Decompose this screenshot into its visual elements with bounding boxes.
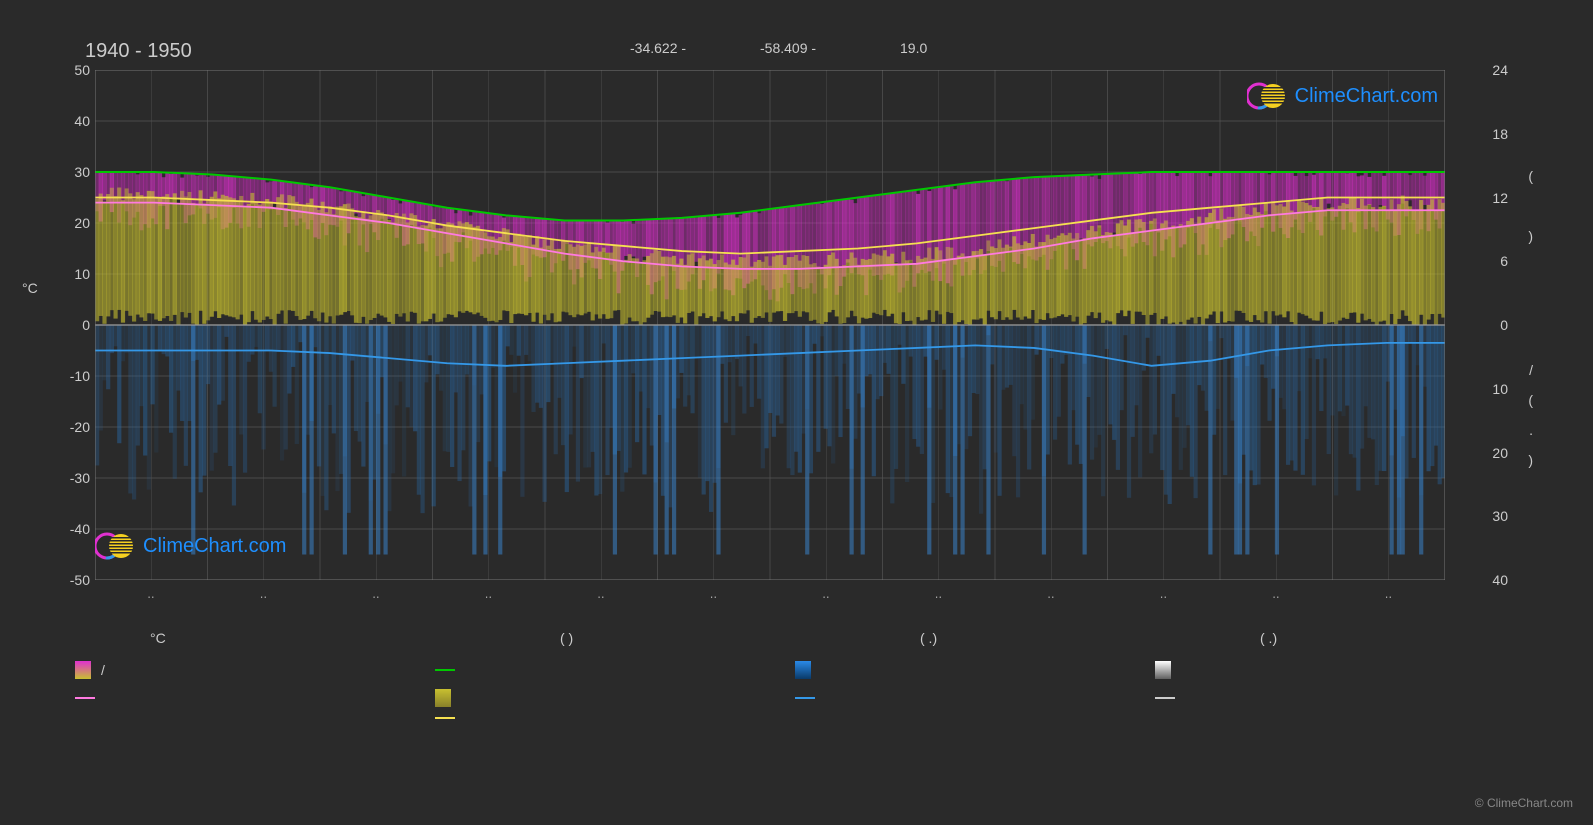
- y-right-label: (: [1528, 168, 1533, 184]
- x-month-tick: ‥: [372, 588, 379, 601]
- x-month-tick: ‥: [485, 588, 492, 601]
- legend-item: /: [75, 661, 435, 679]
- x-month-tick: ‥: [1047, 588, 1054, 601]
- watermark-top: ClimeChart.com: [1247, 80, 1438, 112]
- legend-swatch: [1155, 697, 1175, 699]
- legend-swatch: [795, 697, 815, 699]
- y-right-top-tick: 0: [1468, 317, 1508, 333]
- legend-header-3: ( .): [815, 630, 1175, 646]
- y-right-bottom-tick: 40: [1468, 572, 1508, 588]
- legend-swatch: [435, 669, 455, 671]
- y-left-tick: 0: [50, 317, 90, 333]
- y-left-tick: -30: [50, 470, 90, 486]
- y-left-tick: -40: [50, 521, 90, 537]
- legend-item: [1155, 661, 1515, 679]
- y-right-top-tick: 6: [1468, 253, 1508, 269]
- legend-item: [435, 661, 795, 679]
- y-left-unit: °C: [22, 280, 38, 296]
- legend-header-4: ( .): [1175, 630, 1515, 646]
- legend-item: [435, 689, 795, 707]
- legend-item: [795, 689, 1155, 707]
- legend-item: [795, 717, 1155, 719]
- y-right-label: .: [1529, 422, 1533, 438]
- legend-swatch: [1155, 661, 1171, 679]
- y-right-label: ): [1528, 228, 1533, 244]
- x-month-tick: ‥: [935, 588, 942, 601]
- y-right-top-tick: 12: [1468, 190, 1508, 206]
- x-month-tick: ‥: [822, 588, 829, 601]
- y-left-tick: -20: [50, 419, 90, 435]
- altitude-label: 19.0: [900, 40, 927, 56]
- x-month-tick: ‥: [710, 588, 717, 601]
- legend-item: [435, 717, 795, 719]
- x-month-tick: ‥: [597, 588, 604, 601]
- legend-swatch: [75, 697, 95, 699]
- logo-icon: [95, 530, 135, 562]
- chart-year-range: 1940 - 1950: [85, 40, 192, 63]
- legend-swatch: [75, 661, 91, 679]
- legend-swatch: [435, 689, 451, 707]
- y-left-tick: 20: [50, 215, 90, 231]
- y-right-bottom-tick: 10: [1468, 381, 1508, 397]
- logo-icon: [1247, 80, 1287, 112]
- y-left-tick: -50: [50, 572, 90, 588]
- latitude-label: -34.622 -: [630, 40, 686, 56]
- legend-item: [75, 717, 435, 719]
- watermark-text: ClimeChart.com: [143, 535, 286, 558]
- chart-svg: [95, 70, 1445, 580]
- legend-swatch: [795, 661, 811, 679]
- legend-headers: °C ( ) ( .) ( .): [75, 630, 1515, 646]
- y-right-label: ): [1528, 452, 1533, 468]
- legend-item: [795, 661, 1155, 679]
- y-left-tick: 30: [50, 164, 90, 180]
- x-month-tick: ‥: [1272, 588, 1279, 601]
- watermark-text: ClimeChart.com: [1295, 85, 1438, 108]
- y-left-tick: 10: [50, 266, 90, 282]
- legend-item: [75, 689, 435, 707]
- legend-item: [1155, 689, 1515, 707]
- legend-swatch: [435, 717, 455, 719]
- legend-label: /: [101, 662, 105, 678]
- copyright-text: © ClimeChart.com: [1475, 796, 1573, 810]
- y-left-tick: 40: [50, 113, 90, 129]
- y-right-bottom-tick: 30: [1468, 508, 1508, 524]
- legend-row: [75, 689, 1515, 707]
- y-right-top-tick: 18: [1468, 126, 1508, 142]
- x-month-tick: ‥: [1160, 588, 1167, 601]
- longitude-label: -58.409 -: [760, 40, 816, 56]
- y-right-top-tick: 24: [1468, 62, 1508, 78]
- x-month-tick: ‥: [147, 588, 154, 601]
- legend-header-2: ( ): [405, 630, 815, 646]
- legend-header-temp: °C: [75, 630, 405, 646]
- chart-plot-area: [95, 70, 1445, 580]
- y-left-tick: 50: [50, 62, 90, 78]
- y-right-label: /: [1529, 362, 1533, 378]
- watermark-bottom: ClimeChart.com: [95, 530, 286, 562]
- legend-row: /: [75, 661, 1515, 679]
- legend: °C ( ) ( .) ( .) /: [75, 630, 1515, 729]
- y-right-bottom-tick: 20: [1468, 445, 1508, 461]
- legend-row: [75, 717, 1515, 719]
- y-right-label: (: [1528, 392, 1533, 408]
- x-month-tick: ‥: [260, 588, 267, 601]
- y-left-tick: -10: [50, 368, 90, 384]
- x-month-tick: ‥: [1385, 588, 1392, 601]
- legend-item: [1155, 717, 1515, 719]
